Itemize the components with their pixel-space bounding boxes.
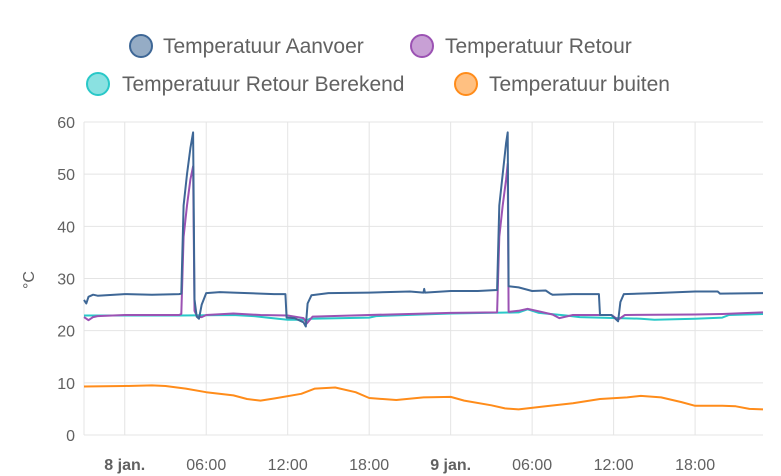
legend-item[interactable]: Temperatuur Retour Berekend [86,72,405,96]
legend: Temperatuur Aanvoer Temperatuur Retour Tem… [86,34,670,96]
x-tick-label: 06:00 [186,457,226,474]
series-lines [83,131,764,411]
x-tick-label: 18:00 [349,457,389,474]
y-tick-label: 0 [66,428,75,445]
legend-swatch [86,72,110,96]
y-tick-label: 40 [57,219,75,236]
x-tick-label: 06:00 [512,457,552,474]
x-tick-label: 12:00 [594,457,634,474]
x-tick-label: 18:00 [675,457,715,474]
y-tick-label: 30 [57,272,75,289]
x-tick-label: 8 jan. [104,457,145,474]
x-tick-label: 12:00 [268,457,308,474]
legend-label: Temperatuur buiten [489,73,670,96]
legend-item[interactable]: Temperatuur buiten [454,72,670,96]
y-axis: 0 10 20 30 40 50 60 [57,115,75,445]
y-tick-label: 60 [57,115,75,132]
y-tick-label: 10 [57,376,75,393]
legend-swatch [129,34,153,58]
legend-label: Temperatuur Aanvoer [163,35,364,58]
legend-label: Temperatuur Retour Berekend [122,73,405,96]
y-tick-label: 20 [57,324,75,341]
y-tick-label: 50 [57,167,75,184]
x-tick-label: 9 jan. [430,457,471,474]
series-line-temperatuur-aanvoer [83,131,764,328]
legend-label: Temperatuur Retour [445,35,632,58]
legend-item[interactable]: Temperatuur Retour [410,34,632,58]
legend-swatch [454,72,478,96]
series-line-temperatuur-buiten [83,384,764,411]
grid-lines [83,121,763,436]
legend-item[interactable]: Temperatuur Aanvoer [129,34,364,58]
x-axis: 8 jan. 06:00 12:00 18:00 9 jan. 06:00 12:00 18:… [104,457,715,474]
legend-swatch [410,34,434,58]
y-axis-unit-label: °C [21,271,38,289]
